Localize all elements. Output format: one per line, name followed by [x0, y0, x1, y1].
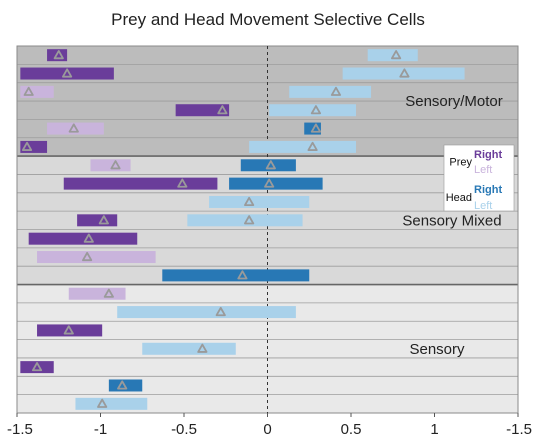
- mean-marker: [244, 196, 255, 207]
- mean-marker: [103, 288, 114, 298]
- range-bar-head-right: [229, 177, 323, 190]
- x-tick-label: -1.5: [7, 421, 33, 438]
- range-bar-prey-left: [37, 251, 156, 264]
- legend-entry-label: Right: [474, 149, 502, 161]
- mean-marker: [215, 306, 226, 317]
- range-bar-head-left: [342, 67, 465, 80]
- mean-marker: [82, 251, 93, 262]
- range-bar-prey-right: [63, 177, 218, 190]
- range-bar-prey-right: [20, 67, 114, 80]
- x-tick-label: -1.5: [506, 421, 532, 438]
- mean-marker: [307, 141, 318, 151]
- mean-marker: [23, 86, 34, 96]
- mean-marker: [98, 215, 109, 225]
- mean-marker: [197, 343, 208, 353]
- mean-marker: [237, 270, 248, 280]
- legend-entry-label: Left: [474, 200, 492, 212]
- section-label: Sensory/Motor: [405, 93, 503, 110]
- mean-marker: [68, 123, 79, 133]
- mean-marker: [330, 86, 342, 96]
- mean-marker: [97, 398, 108, 408]
- mean-marker: [83, 233, 94, 243]
- range-bar-head-left: [289, 85, 372, 98]
- x-tick-label: -0.5: [171, 421, 197, 438]
- legend-group-label: Prey: [449, 157, 472, 169]
- legend-entry-label: Left: [474, 164, 492, 176]
- range-bar-head-left: [187, 214, 303, 227]
- chart-title: Prey and Head Movement Selective Cells: [111, 10, 425, 29]
- mean-marker: [399, 68, 410, 78]
- range-bar-prey-right: [77, 214, 118, 227]
- x-tick-label: 0.5: [341, 421, 362, 438]
- range-bar-prey-right: [28, 232, 138, 245]
- legend-box: [443, 144, 515, 212]
- mean-marker: [21, 141, 33, 151]
- mean-marker: [310, 105, 322, 115]
- mean-marker: [31, 362, 43, 372]
- mean-marker: [244, 215, 255, 225]
- range-bar-prey-right: [20, 361, 54, 374]
- legend-entry-label: Right: [474, 184, 502, 196]
- mean-marker: [310, 123, 322, 133]
- range-bar-head-left: [209, 195, 310, 208]
- range-bar-head-right: [162, 269, 310, 282]
- range-bar-prey-left: [90, 159, 131, 172]
- x-tick-label: 0: [263, 421, 271, 438]
- mean-marker: [264, 178, 275, 188]
- legend-group-label: Head: [446, 192, 472, 204]
- mean-marker: [390, 50, 402, 60]
- range-bar-head-left: [142, 342, 236, 355]
- mean-marker: [53, 50, 64, 60]
- mean-marker: [63, 325, 74, 335]
- range-bar-prey-right: [37, 324, 103, 337]
- range-bar-prey-right: [175, 104, 230, 117]
- range-bar-head-left: [75, 397, 148, 410]
- mean-marker: [117, 380, 128, 390]
- mean-marker: [217, 105, 228, 115]
- section-label: Sensory Mixed: [402, 212, 501, 229]
- section-label: Sensory: [409, 341, 465, 358]
- range-bar-head-left: [117, 306, 296, 319]
- mean-marker: [265, 160, 276, 170]
- x-tick-label: 1: [430, 421, 438, 438]
- mean-marker: [110, 160, 121, 170]
- x-tick-label: -1: [94, 421, 107, 438]
- range-bar-prey-left: [68, 287, 126, 300]
- mean-marker: [177, 178, 188, 188]
- range-bar-head-left: [249, 140, 357, 153]
- mean-marker: [62, 68, 73, 78]
